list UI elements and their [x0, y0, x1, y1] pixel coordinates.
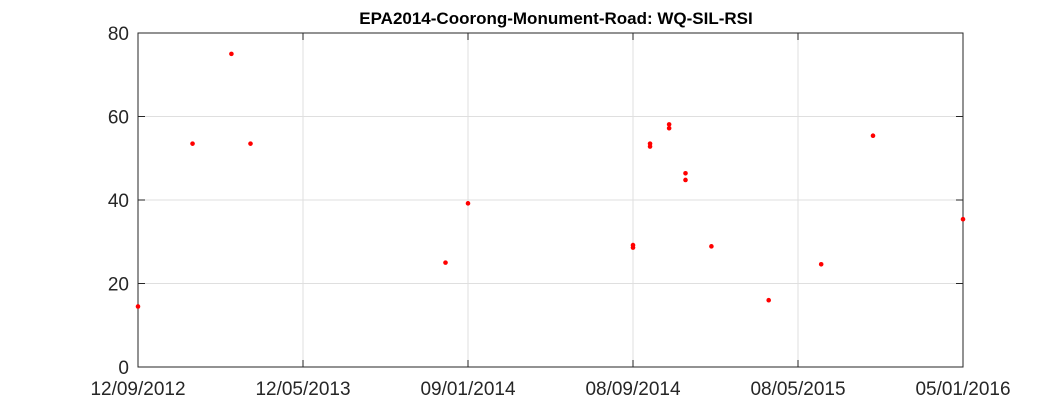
x-tick-label: 09/01/2014 [420, 379, 516, 400]
y-tick-label: 0 [118, 358, 129, 379]
data-point [666, 125, 672, 131]
data-point [465, 201, 471, 206]
grid [137, 32, 964, 368]
data-points [135, 51, 966, 309]
y-tick-label: 40 [108, 191, 129, 212]
x-tick-label: 08/05/2015 [750, 379, 845, 400]
data-point [630, 245, 636, 250]
x-axis: 12/09/2012 12/05/2013 09/01/2014 08/09/2014… [90, 33, 1011, 400]
x-tick-label: 05/01/2016 [915, 379, 1010, 400]
data-point [683, 177, 688, 183]
data-point [248, 141, 253, 146]
data-point [190, 141, 195, 146]
y-tick-label: 20 [108, 275, 129, 296]
data-point [443, 260, 448, 265]
data-point [870, 133, 876, 139]
data-point [709, 244, 714, 249]
data-point [960, 216, 966, 222]
data-point [229, 51, 234, 57]
data-point [647, 144, 653, 149]
x-tick-label: 12/09/2012 [90, 379, 185, 400]
data-point [683, 170, 688, 176]
x-tick-label: 08/09/2014 [585, 379, 681, 400]
y-tick-label: 80 [108, 24, 129, 45]
chart-title: EPA2014-Coorong-Monument-Road: WQ-SIL-RS… [359, 9, 753, 28]
data-point [818, 261, 824, 267]
y-axis: 0 20 40 60 80 [108, 24, 963, 379]
data-point [766, 297, 771, 303]
data-point [135, 304, 141, 309]
x-tick-label: 12/05/2013 [255, 379, 350, 400]
y-tick-label: 60 [108, 108, 129, 129]
data-point [666, 122, 672, 127]
